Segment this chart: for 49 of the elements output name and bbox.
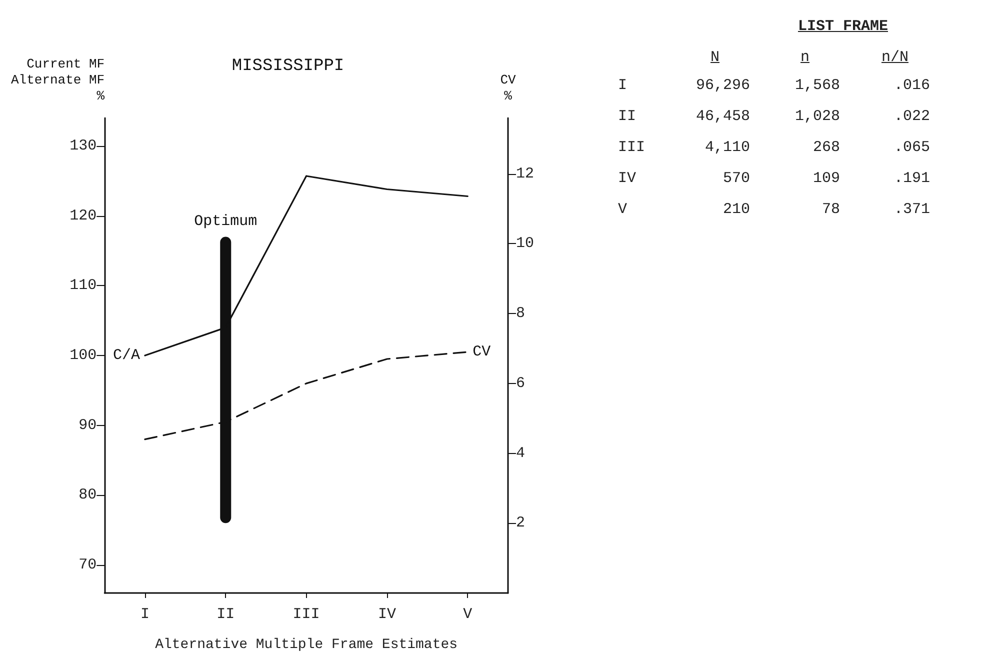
- series-label: CV: [472, 344, 491, 361]
- x-tick-label: IV: [378, 606, 396, 623]
- data-label: .371: [892, 200, 931, 220]
- y2-tick-label: 2: [516, 514, 526, 532]
- text: N: [709, 48, 720, 68]
- y-tick-label: 70: [78, 556, 97, 574]
- data-label: .065: [892, 138, 931, 158]
- data-label: 78: [820, 200, 841, 220]
- category-label: III: [618, 138, 646, 158]
- series-label: C/A: [112, 347, 140, 364]
- data-label: 1,028: [794, 107, 841, 127]
- text: n/N: [880, 48, 910, 68]
- y-tick-label: 90: [78, 416, 97, 434]
- y-tick-label: 100: [70, 347, 97, 364]
- data-label: 570: [722, 169, 751, 189]
- data-label: 268: [812, 138, 841, 158]
- y2-tick-label: 6: [516, 374, 526, 392]
- x-tick-label: I: [140, 606, 150, 623]
- y-tick-label: 80: [78, 486, 97, 504]
- y2-tick-label: 8: [516, 305, 526, 322]
- category-label: IV: [618, 169, 638, 189]
- data-label: 46,458: [694, 107, 751, 127]
- x-tick-label: III: [292, 606, 320, 623]
- data-label: .191: [892, 169, 931, 189]
- y-tick-label: 130: [70, 137, 97, 154]
- data-label: 4,110: [704, 138, 751, 158]
- x-tick-label: II: [216, 606, 235, 623]
- data-label: .022: [892, 107, 931, 127]
- x-tick-label: V: [463, 606, 472, 623]
- chart-title: MISSISSIPPI: [232, 57, 344, 76]
- y-tick-label: 120: [70, 207, 97, 224]
- y2-tick-label: 4: [516, 444, 526, 462]
- text: LIST FRAME: [796, 18, 889, 35]
- data-label: 210: [722, 200, 751, 220]
- data-label: 1,568: [794, 76, 841, 96]
- series-label: Optimum: [194, 212, 258, 230]
- data-label: 96,296: [694, 76, 751, 96]
- y2-tick-label: 10: [516, 235, 534, 252]
- category-label: I: [618, 76, 628, 96]
- y2-tick-label: 12: [516, 165, 534, 182]
- y-tick-label: 110: [70, 277, 97, 294]
- y2-axis-title: CV %: [500, 72, 516, 104]
- y-axis-title: Current MF Alternate MF %: [10, 56, 105, 104]
- text: n: [799, 48, 810, 68]
- category-label: II: [618, 107, 638, 127]
- x-axis-title: Alternative Multiple Frame Estimates: [155, 637, 458, 653]
- data-label: .016: [892, 76, 931, 96]
- category-label: V: [618, 200, 628, 220]
- data-label: 109: [812, 169, 841, 189]
